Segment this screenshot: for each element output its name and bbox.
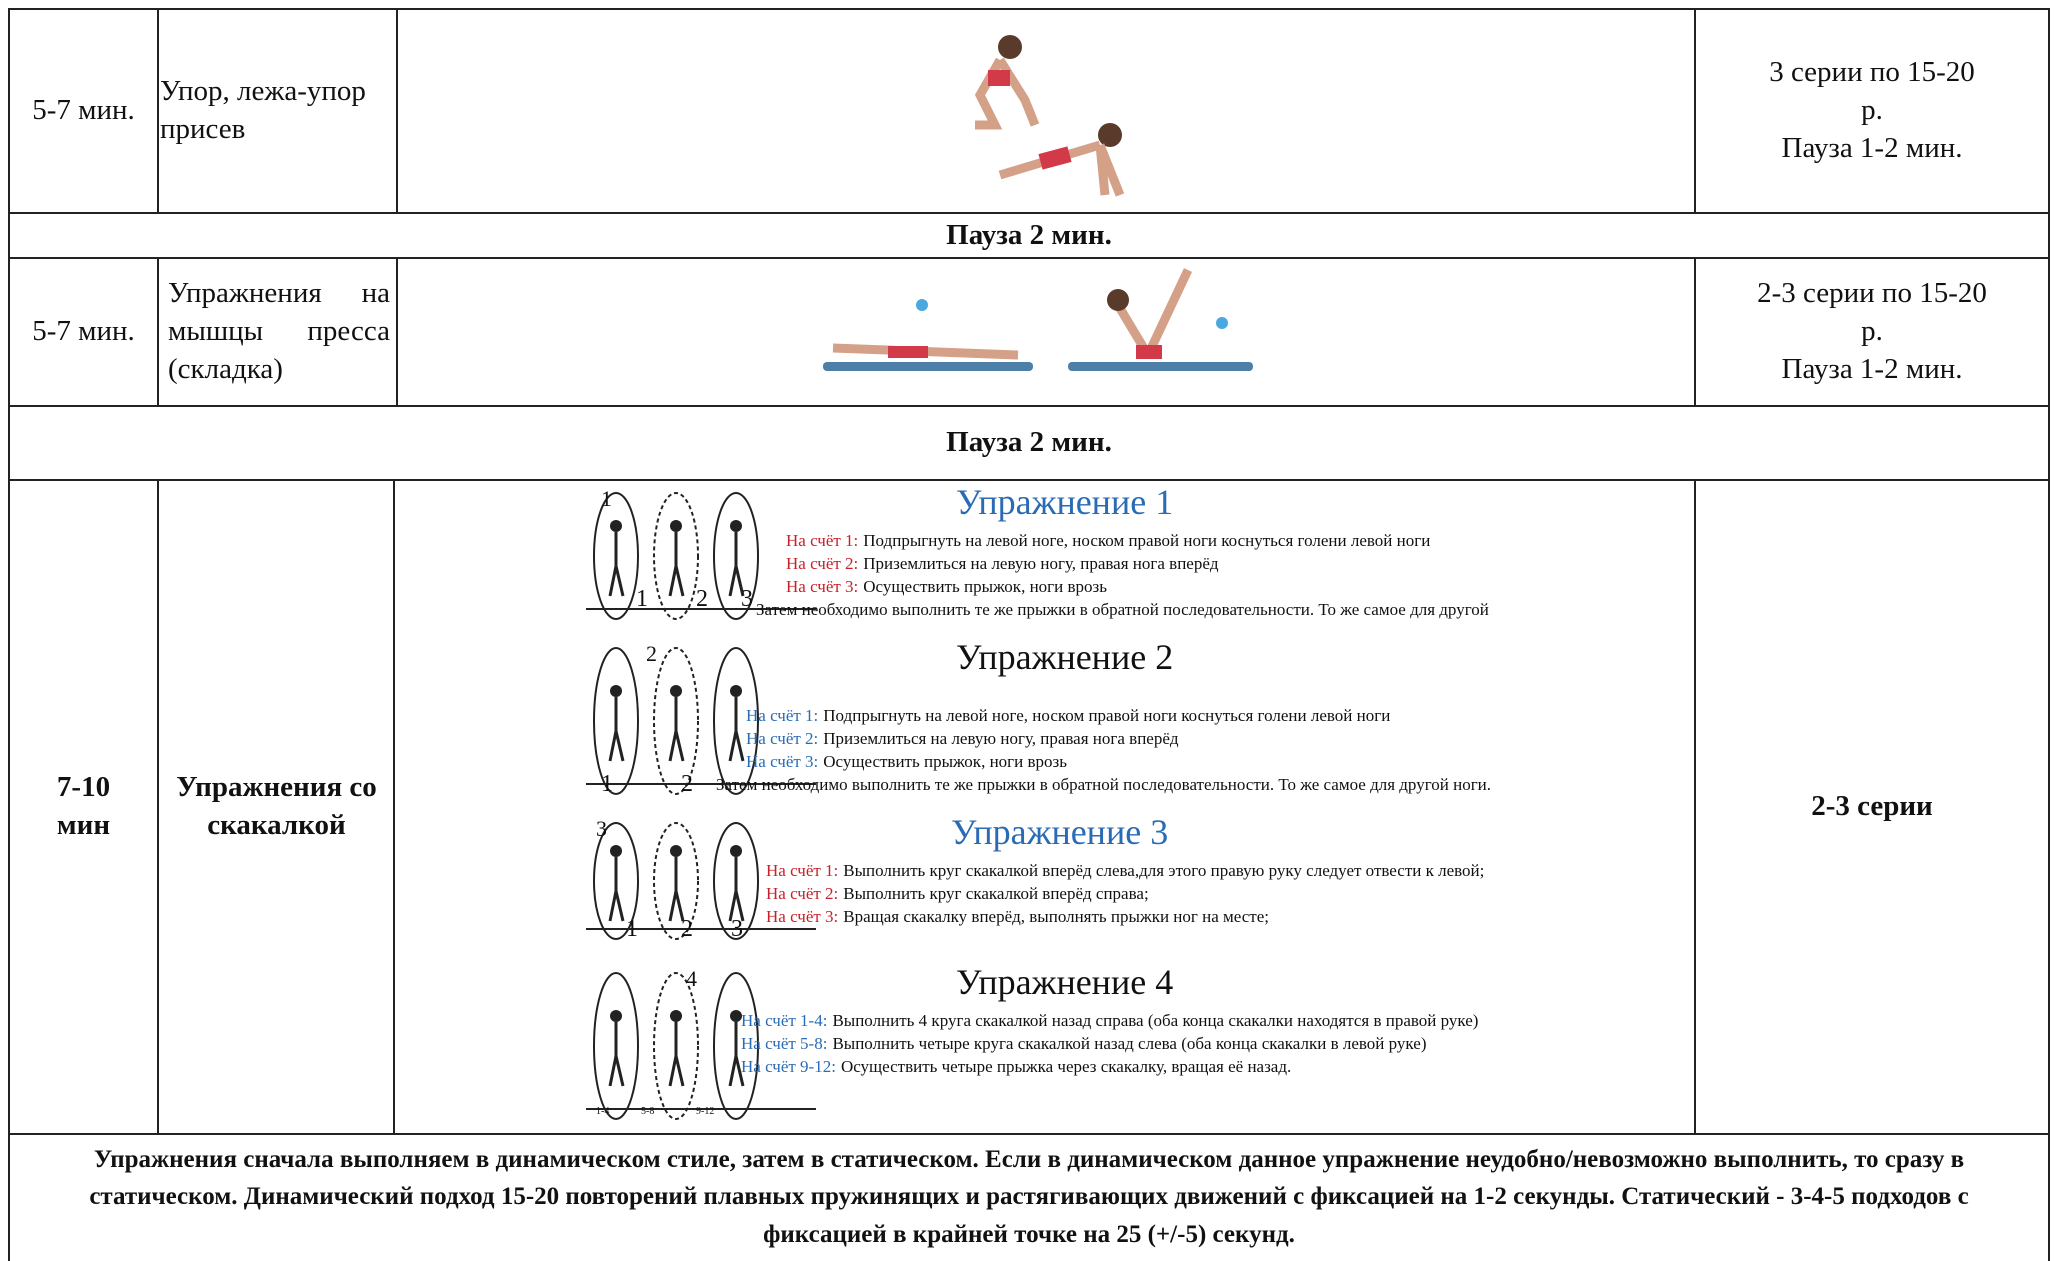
step-text: Осуществить четыре прыжка через скакалку…	[840, 1057, 1292, 1076]
step-text: Выполнить круг скакалкой вперёд справа;	[843, 884, 1149, 903]
sets: р.	[1861, 94, 1883, 127]
time-cell: 7-10 мин	[10, 481, 157, 1133]
exercise-block: 3 1 2 3 Упражнение 3 На счёт 1: Выполнить круг…	[396, 811, 1694, 951]
step: На счёт 1: Выполнить круг скакалкой вперё…	[766, 861, 1484, 881]
exercise-title: Упражнение 2	[956, 637, 1174, 677]
sets: 2-3 серии по 15-20	[1757, 277, 1987, 310]
sets: 3 серии по 15-20	[1769, 56, 1975, 89]
sets-cell: 2-3 серии	[1696, 481, 2048, 1133]
step-text: Выполнить четыре круга скакалкой назад с…	[832, 1034, 1427, 1053]
footer: Упражнения сначала выполняем в динамичес…	[89, 1145, 1969, 1248]
sets: р.	[1861, 315, 1883, 348]
figure-number: 3	[731, 916, 743, 942]
pause-row: Пауза 2 мин.	[10, 214, 2048, 257]
exercise-title: Упражнение 1	[956, 482, 1174, 522]
exercise-block: 4 1-4 5-8 9-12 Упражнение 4 На счёт 1-4: Выпол…	[396, 961, 1694, 1131]
exercise-note: Затем необходимо выполнить те же прыжки …	[716, 775, 1492, 794]
step: На счёт 5-8: Выполнить четыре круга скака…	[741, 1034, 1426, 1054]
step-text: Осуществить прыжок, ноги врозь	[863, 577, 1107, 596]
sets: 2-3 серии	[1811, 790, 1933, 823]
figure-number: 3	[596, 816, 607, 841]
figure-number: 2	[681, 916, 693, 942]
exercise: Упражнения на мышцы пресса (складка)	[168, 277, 390, 385]
exercise: Упор, лежа-упор присев	[160, 75, 366, 145]
rope-illustration	[586, 492, 816, 620]
rope-illustration	[586, 647, 816, 795]
table-border	[8, 8, 2050, 1261]
figure-number: 5-8	[641, 1106, 655, 1117]
figure-number: 2	[646, 641, 657, 666]
figure-number: 1	[636, 586, 648, 612]
footer-cell: Упражнения сначала выполняем в динамичес…	[10, 1135, 2048, 1259]
exercise-title: Упражнение 3	[951, 812, 1169, 852]
rope-illustration	[586, 822, 816, 940]
step-text: Приземлиться на левую ногу, правая нога …	[863, 554, 1219, 573]
step-text: Приземлиться на левую ногу, правая нога …	[823, 729, 1179, 748]
step-label: На счёт 5-8:	[741, 1034, 828, 1053]
step-label: На счёт 1:	[746, 706, 819, 725]
step-label: На счёт 9-12:	[741, 1057, 836, 1076]
step-label: На счёт 2:	[746, 729, 819, 748]
time: мин	[56, 809, 111, 841]
figure-number: 1	[601, 486, 612, 511]
step: На счёт 9-12: Осуществить четыре прыжка ч…	[741, 1057, 1291, 1077]
figure-number: 3	[741, 586, 753, 612]
figure-number: 1	[626, 916, 638, 942]
figure-number: 2	[696, 586, 708, 612]
step: На счёт 2: Приземлиться на левую ногу, пр…	[786, 554, 1219, 574]
step-text: Подпрыгнуть на левой ноге, носком правой…	[863, 531, 1431, 550]
figure-number: 9-12	[696, 1106, 715, 1117]
step: На счёт 1: Подпрыгнуть на левой ноге, нос…	[746, 706, 1390, 726]
figure-number: 1-4	[596, 1106, 610, 1117]
time: 5-7 мин.	[32, 94, 135, 127]
exercise-cell: Упор, лежа-упор присев	[160, 10, 396, 212]
step: На счёт 2: Выполнить круг скакалкой вперё…	[766, 884, 1149, 904]
step: На счёт 2: Приземлиться на левую ногу, пр…	[746, 729, 1179, 749]
step-label: На счёт 1:	[786, 531, 859, 550]
step: На счёт 1-4: Выполнить 4 круга скакалкой …	[741, 1011, 1478, 1031]
step-text: Осуществить прыжок, ноги врозь	[823, 752, 1067, 771]
step-label: На счёт 1-4:	[741, 1011, 828, 1030]
exercise: Упражнения со скакалкой	[176, 771, 377, 841]
time-cell: 5-7 мин.	[10, 10, 157, 212]
time-cell: 5-7 мин.	[10, 259, 157, 405]
exercise-block: 1 1 2 3 Упражнение 1 На счёт 1: Подпрыгнуть на…	[396, 481, 1694, 631]
step-label: На счёт 3:	[786, 577, 859, 596]
rope-illustration	[586, 972, 816, 1120]
exercise-cell: Упражнения на мышцы пресса (складка)	[168, 259, 390, 405]
figure-number: 1	[601, 771, 613, 797]
exercise-note: Затем необходимо выполнить те же прыжки …	[756, 600, 1489, 619]
sets: Пауза 1-2 мин.	[1781, 131, 1963, 164]
pause: Пауза 2 мин.	[946, 218, 1112, 251]
sets: Пауза 1-2 мин.	[1781, 352, 1963, 385]
rope-exercises: 1 1 2 3 Упражнение 1 На счёт 1: Подпрыгнуть на…	[396, 481, 1694, 1133]
step-label: На счёт 2:	[766, 884, 839, 903]
step: На счёт 1: Подпрыгнуть на левой ноге, нос…	[786, 531, 1430, 551]
step-label: На счёт 3:	[766, 907, 839, 926]
figure-number: 2	[681, 771, 693, 797]
exercise-title: Упражнение 4	[956, 962, 1174, 1002]
exercise-block: 2 1 2 Упражнение 2 На счёт 1: Подпрыгнуть на …	[396, 636, 1694, 806]
pause: Пауза 2 мин.	[946, 426, 1112, 459]
abs-photo	[823, 268, 1253, 371]
figure-number: 4	[686, 966, 697, 991]
step-text: Выполнить 4 круга скакалкой назад справа…	[832, 1011, 1479, 1030]
time: 5-7 мин.	[32, 315, 135, 348]
burpee-photo	[974, 35, 1125, 197]
step-text: Выполнить круг скакалкой вперёд слева,дл…	[843, 861, 1485, 880]
step-label: На счёт 3:	[746, 752, 819, 771]
step-text: Подпрыгнуть на левой ноге, носком правой…	[823, 706, 1391, 725]
step: На счёт 3: Вращая скакалку вперёд, выполн…	[766, 907, 1269, 927]
exercise-cell: Упражнения со скакалкой	[160, 481, 393, 1133]
step: На счёт 3: Осуществить прыжок, ноги врозь	[786, 577, 1107, 597]
pause-row: Пауза 2 мин.	[10, 407, 2048, 479]
time: 7-10	[56, 771, 111, 804]
sets-cell: 2-3 серии по 15-20 р. Пауза 1-2 мин.	[1696, 259, 2048, 405]
sets-cell: 3 серии по 15-20 р. Пауза 1-2 мин.	[1696, 10, 2048, 212]
step-label: На счёт 1:	[766, 861, 839, 880]
step: На счёт 3: Осуществить прыжок, ноги врозь	[746, 752, 1067, 772]
step-label: На счёт 2:	[786, 554, 859, 573]
step-text: Вращая скакалку вперёд, выполнять прыжки…	[843, 907, 1269, 926]
